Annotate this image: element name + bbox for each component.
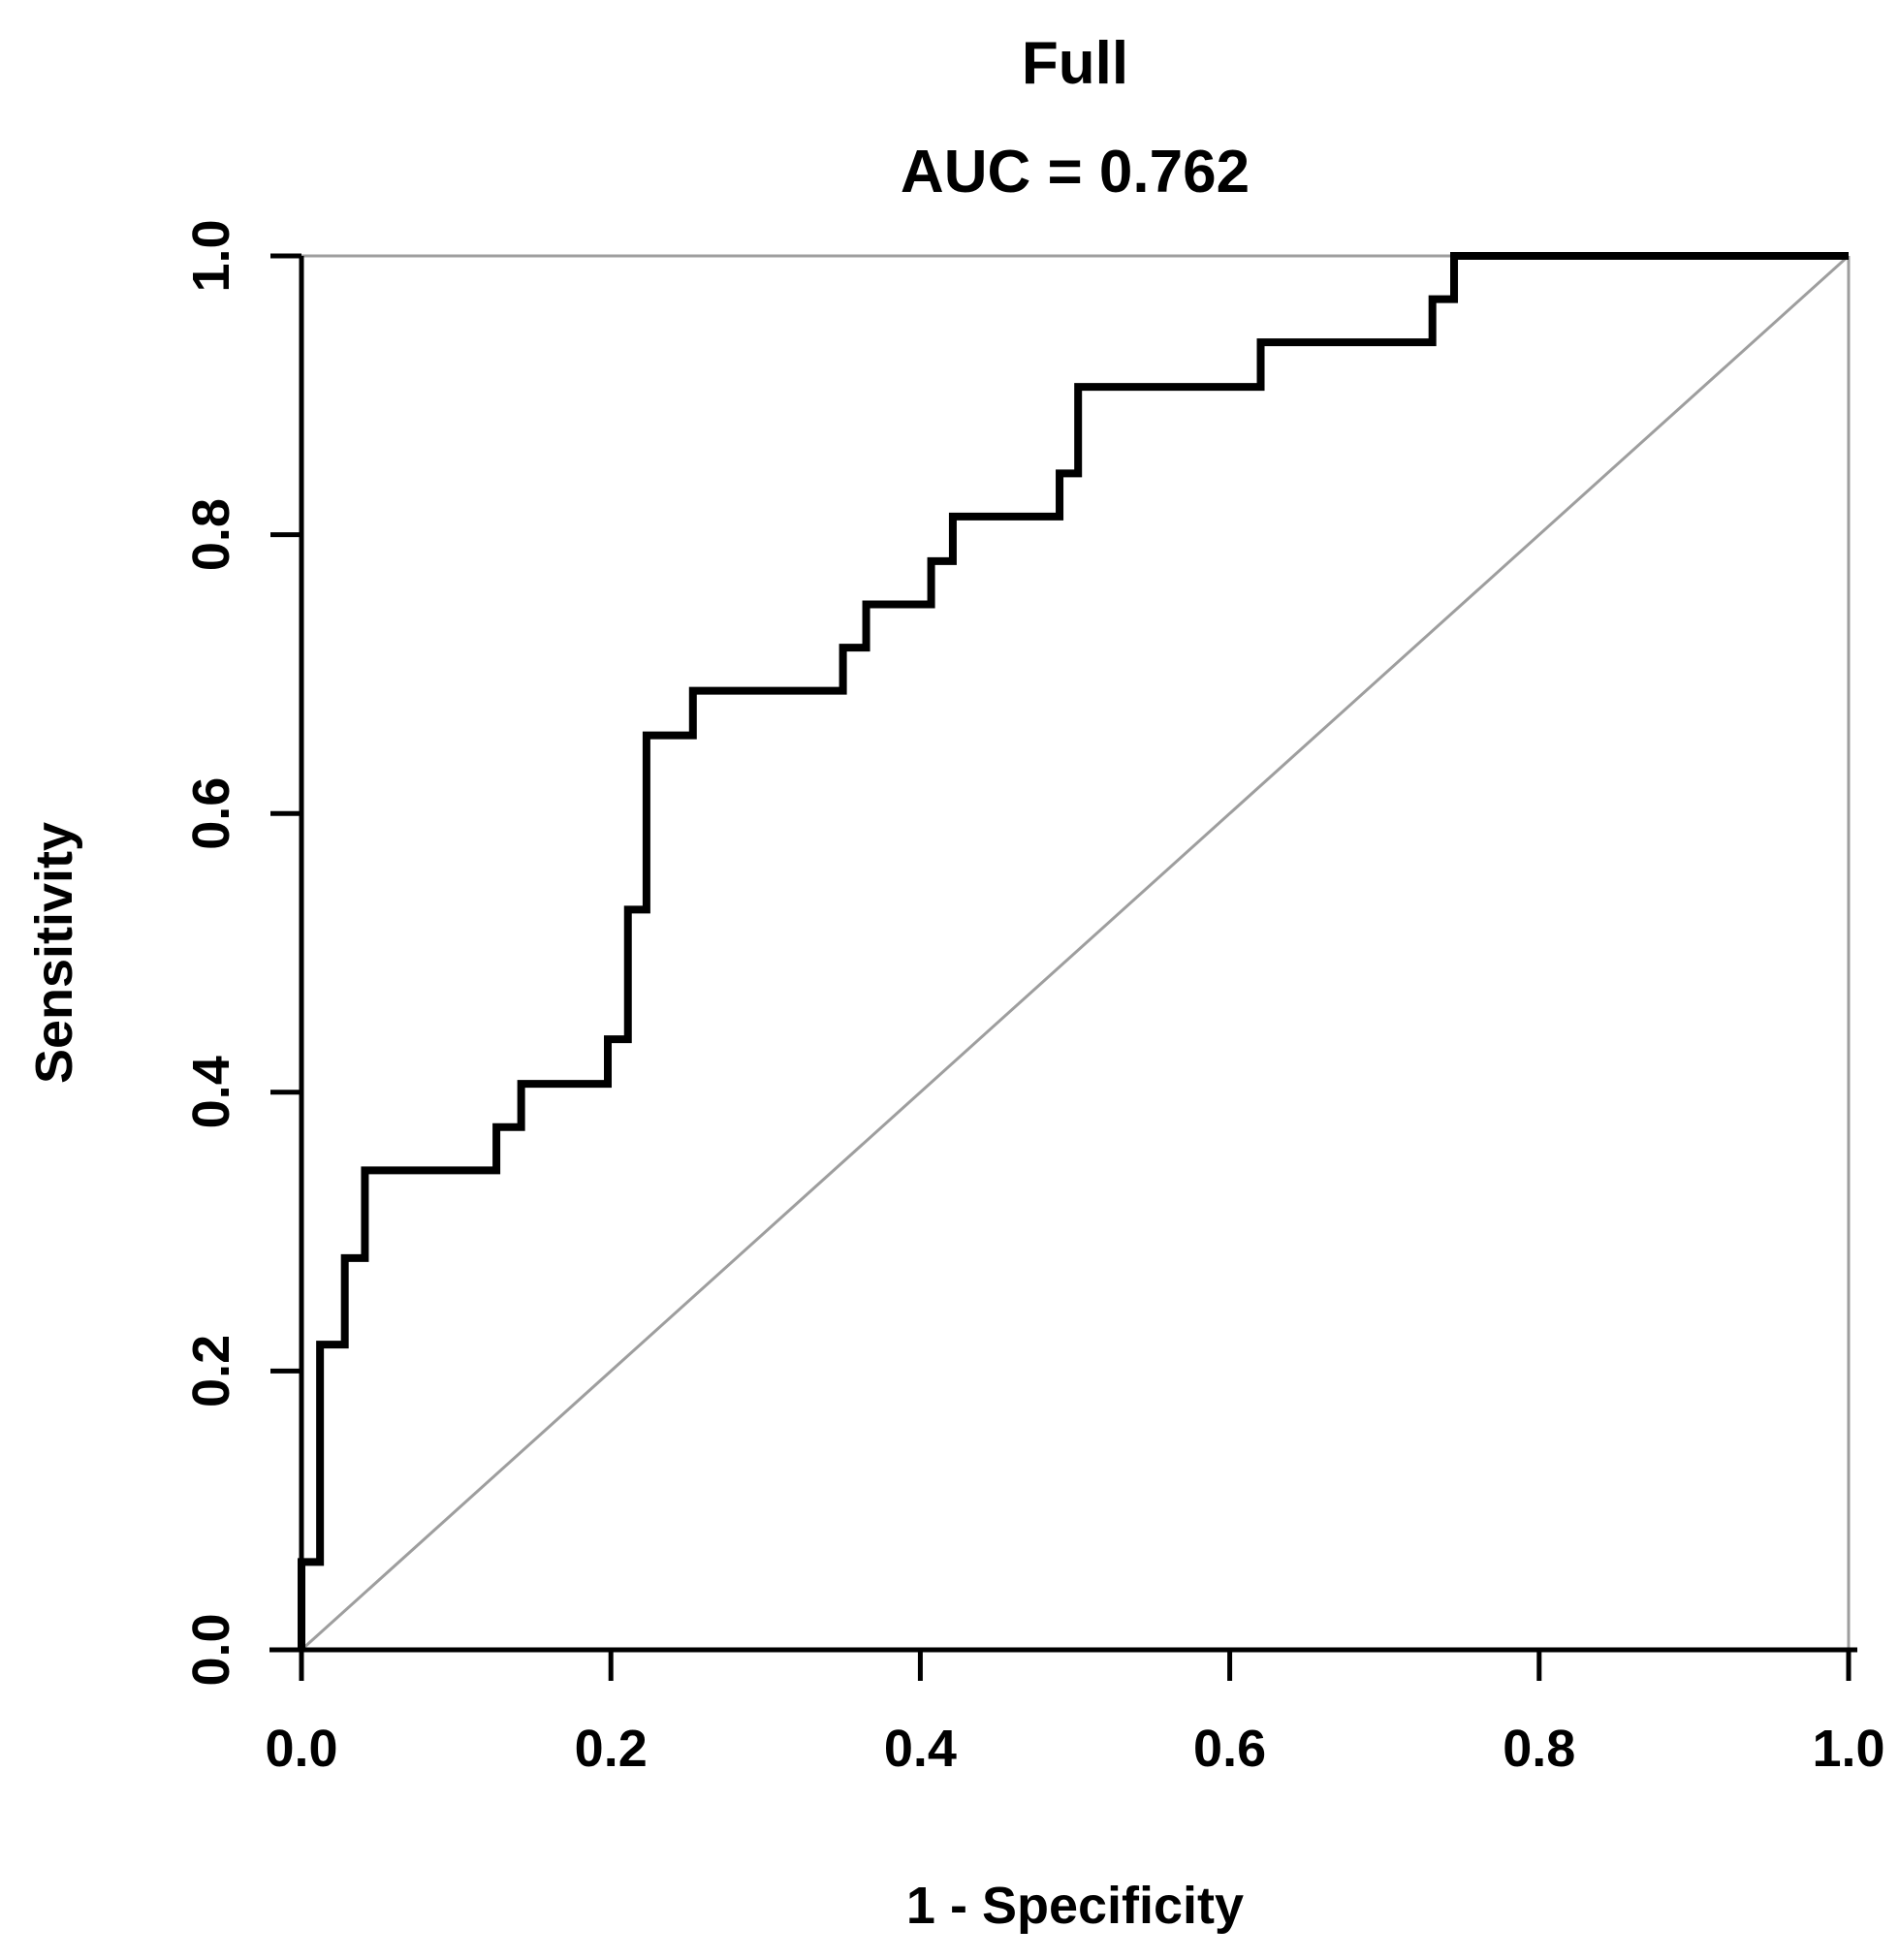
chance-diagonal-line [300,254,1851,1652]
y-tick-label: 1.0 [182,219,240,292]
y-axis-label: Sensitivity [25,822,83,1084]
y-tick-label: 0.4 [182,1056,240,1128]
x-tick-label: 0.8 [1503,1720,1575,1778]
plot-subtitle: AUC = 0.762 [901,139,1250,205]
plot-geometry: 0.0 0.2 0.4 0.6 0.8 1.0 0.0 0.2 0.4 0.6 0.8 1.0 [182,219,1885,1778]
y-tick-label: 0.2 [182,1335,240,1407]
roc-curve [298,252,1849,1650]
y-tick-label: 0.6 [182,777,240,850]
x-tick-label: 1.0 [1812,1720,1884,1778]
plot-title: Full [1022,30,1128,97]
x-tick-label: 0.4 [884,1720,957,1778]
x-tick-label: 0.6 [1193,1720,1266,1778]
x-tick-label: 0.2 [575,1720,648,1778]
y-tick-label: 0.8 [182,498,240,571]
x-axis-label: 1 - Specificity [906,1877,1244,1935]
x-tick-label: 0.0 [265,1720,337,1778]
y-tick-label: 0.0 [182,1613,240,1686]
